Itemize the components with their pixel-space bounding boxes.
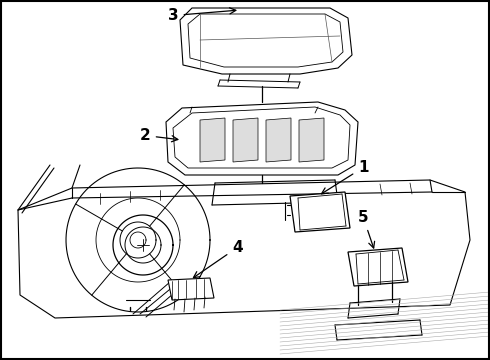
Polygon shape [168, 278, 214, 300]
Polygon shape [200, 118, 225, 162]
Polygon shape [166, 102, 358, 175]
Text: 1: 1 [321, 160, 368, 194]
Polygon shape [299, 118, 324, 162]
Polygon shape [348, 248, 408, 286]
Text: 3: 3 [168, 8, 236, 23]
Polygon shape [18, 180, 470, 318]
Text: 4: 4 [194, 240, 243, 278]
Text: 2: 2 [140, 128, 178, 143]
Polygon shape [180, 8, 352, 74]
Polygon shape [266, 118, 291, 162]
Polygon shape [290, 192, 350, 232]
Text: 5: 5 [358, 210, 374, 248]
Polygon shape [233, 118, 258, 162]
